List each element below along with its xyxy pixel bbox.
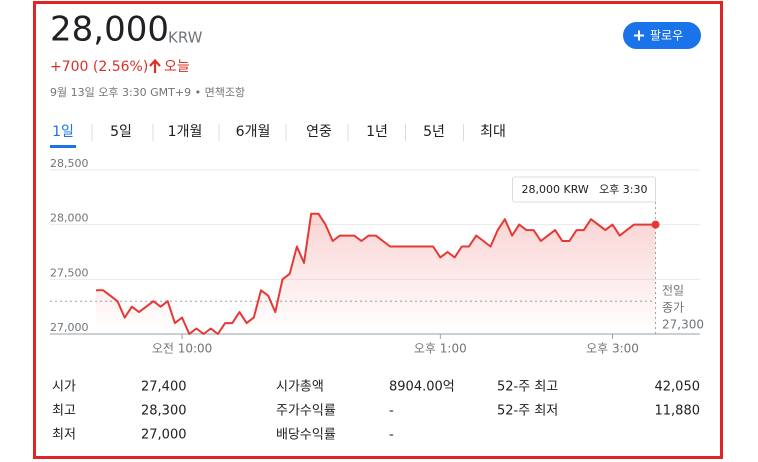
stat-value: 42,050 [655, 380, 701, 395]
tooltip-box [512, 176, 657, 203]
price: 28,000 [50, 10, 169, 50]
x-tick-label: 오후 1:00 [414, 342, 467, 356]
stat-label: 52-주 최저 [497, 404, 558, 419]
tooltip-value: 28,000 KRW [522, 183, 589, 196]
stat-label: 최고 [52, 404, 76, 419]
y-tick-label: 27,000 [50, 321, 89, 334]
x-tick-label: 오후 3:00 [586, 342, 639, 356]
last-point [651, 220, 660, 229]
reference-value-label: 27,300 [662, 318, 704, 332]
stat-value: 28,300 [141, 404, 187, 419]
price-line [96, 212, 656, 335]
stat-value: - [389, 428, 394, 443]
currency: KRW [168, 29, 203, 47]
tab[interactable]: 5년 [423, 124, 445, 140]
tab[interactable]: 5일 [110, 124, 132, 140]
plus-icon [634, 30, 644, 41]
follow-label[interactable]: 팔로우 [650, 29, 683, 43]
stat-label: 시가총액 [276, 380, 324, 395]
change: +700 (2.56%) [50, 59, 148, 75]
tab[interactable]: 1개월 [168, 124, 203, 140]
up-arrow [149, 58, 161, 73]
stat-label: 52-주 최고 [497, 380, 558, 395]
tab[interactable]: 최대 [480, 124, 506, 140]
stat-label: 배당수익률 [276, 428, 336, 443]
reference-label: 종가 [662, 301, 684, 315]
stat-label: 최저 [52, 428, 76, 443]
y-tick-label: 27,500 [50, 266, 89, 279]
stat-value: - [389, 404, 394, 419]
tab-underline [50, 145, 76, 148]
stat-label: 시가 [52, 380, 76, 395]
tab[interactable]: 연중 [306, 124, 332, 140]
stat-value: 8904.00억 [389, 380, 455, 395]
tab[interactable]: 6개월 [236, 124, 271, 140]
stat-value: 11,880 [655, 404, 701, 419]
stat-value: 27,400 [141, 380, 187, 395]
x-tick-label: 오전 10:00 [152, 342, 212, 356]
follow-bg[interactable] [623, 22, 701, 49]
reference-label: 전일 [662, 284, 684, 298]
stat-label: 주가수익률 [276, 404, 336, 419]
tab[interactable]: 1년 [366, 124, 388, 140]
tooltip-time: 오후 3:30 [599, 183, 647, 196]
date: 9월 13일 오후 3:30 GMT+9 • 면책조항 [50, 85, 245, 99]
follow-button[interactable]: 팔로우 [623, 22, 701, 49]
period: 오늘 [164, 59, 190, 75]
y-tick-label: 28,000 [50, 212, 89, 225]
stat-value: 27,000 [141, 428, 187, 443]
area [96, 213, 656, 334]
tab[interactable]: 1일 [52, 124, 74, 140]
y-tick-label: 28,500 [50, 157, 89, 170]
